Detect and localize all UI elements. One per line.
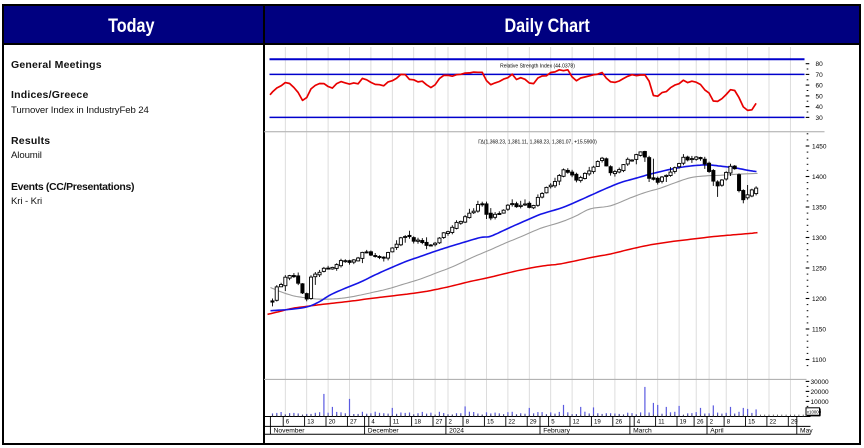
svg-text:1400: 1400 — [812, 174, 827, 181]
svg-text:26: 26 — [696, 418, 703, 425]
svg-text:November: November — [273, 428, 305, 435]
svg-text:20: 20 — [328, 418, 335, 425]
svg-text:40: 40 — [815, 104, 823, 111]
svg-text:December: December — [367, 428, 399, 435]
svg-text:1250: 1250 — [812, 265, 827, 272]
svg-text:1350: 1350 — [812, 204, 827, 211]
svg-text:2: 2 — [448, 418, 452, 425]
svg-text:20000: 20000 — [810, 389, 828, 396]
svg-text:30: 30 — [815, 115, 823, 122]
svg-text:2: 2 — [709, 418, 713, 425]
svg-text:12: 12 — [572, 418, 579, 425]
svg-text:1300: 1300 — [812, 235, 827, 242]
svg-text:April: April — [710, 428, 724, 435]
svg-text:50: 50 — [815, 93, 823, 100]
svg-text:x10000: x10000 — [806, 410, 821, 415]
svg-text:19: 19 — [679, 418, 686, 425]
svg-text:18: 18 — [414, 418, 421, 425]
svg-text:1200: 1200 — [812, 296, 827, 303]
svg-text:6: 6 — [285, 418, 289, 425]
svg-text:26: 26 — [615, 418, 622, 425]
svg-text:March: March — [633, 428, 652, 435]
svg-text:10000: 10000 — [810, 399, 828, 406]
svg-text:8: 8 — [465, 418, 469, 425]
svg-text:27: 27 — [350, 418, 357, 425]
svg-text:27: 27 — [435, 418, 442, 425]
svg-text:29: 29 — [529, 418, 536, 425]
svg-text:May: May — [800, 428, 813, 435]
svg-text:22: 22 — [508, 418, 515, 425]
svg-text:1100: 1100 — [812, 357, 826, 364]
svg-text:February: February — [543, 428, 570, 435]
svg-text:70: 70 — [815, 72, 823, 79]
svg-text:Relative Strength Index (44.03: Relative Strength Index (44.0378) — [500, 63, 575, 69]
svg-text:4: 4 — [636, 418, 640, 425]
svg-text:11: 11 — [658, 418, 665, 425]
svg-text:5: 5 — [551, 418, 555, 425]
svg-text:30000: 30000 — [810, 379, 828, 386]
svg-text:4: 4 — [371, 418, 375, 425]
svg-text:22: 22 — [769, 418, 776, 425]
svg-text:15: 15 — [487, 418, 494, 425]
svg-text:13: 13 — [307, 418, 314, 425]
svg-text:2024: 2024 — [449, 428, 464, 435]
svg-text:80: 80 — [815, 61, 823, 68]
svg-text:8: 8 — [726, 418, 730, 425]
svg-text:11: 11 — [392, 418, 399, 425]
svg-text:ΓΔ(1,368.23, 1,381.11, 1,368.2: ΓΔ(1,368.23, 1,381.11, 1,368.23, 1,381.0… — [478, 140, 597, 146]
svg-text:60: 60 — [815, 83, 823, 90]
svg-text:29: 29 — [790, 418, 797, 425]
svg-text:15: 15 — [748, 418, 755, 425]
svg-text:1150: 1150 — [812, 326, 826, 333]
svg-text:19: 19 — [594, 418, 601, 425]
svg-text:1450: 1450 — [812, 143, 827, 150]
